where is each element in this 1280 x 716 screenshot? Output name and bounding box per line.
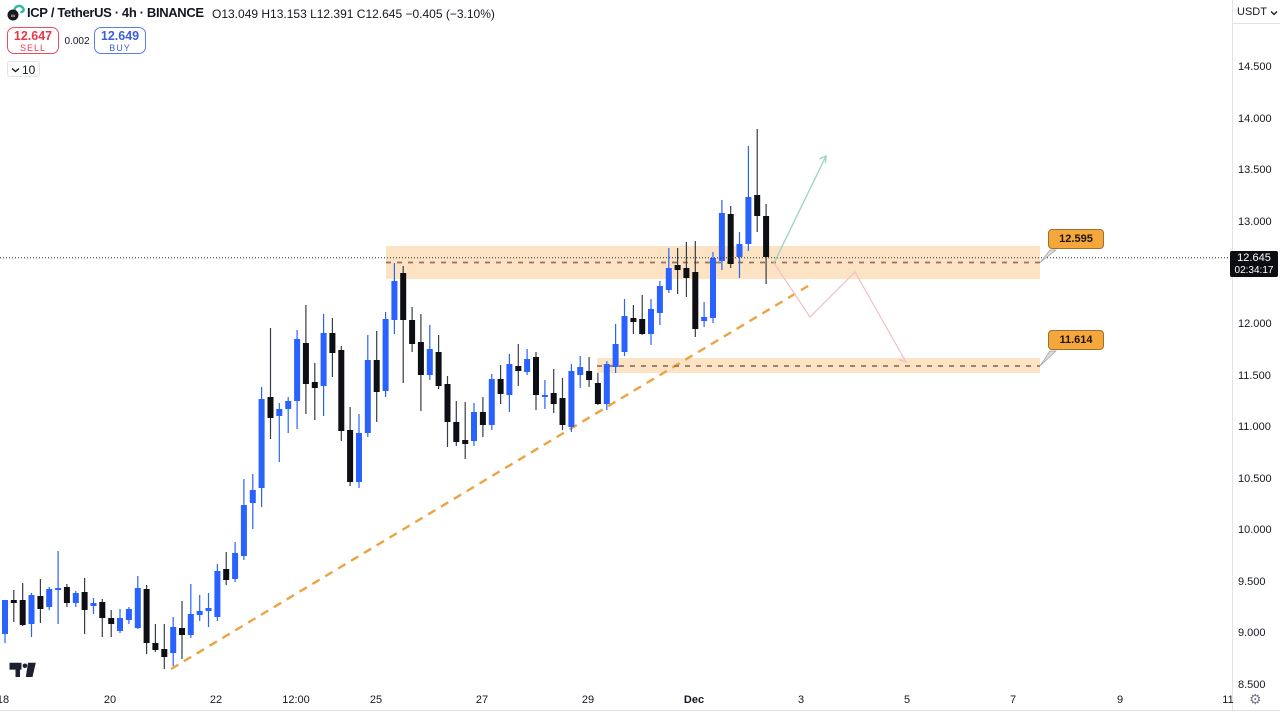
svg-text:∞: ∞ — [11, 13, 15, 19]
